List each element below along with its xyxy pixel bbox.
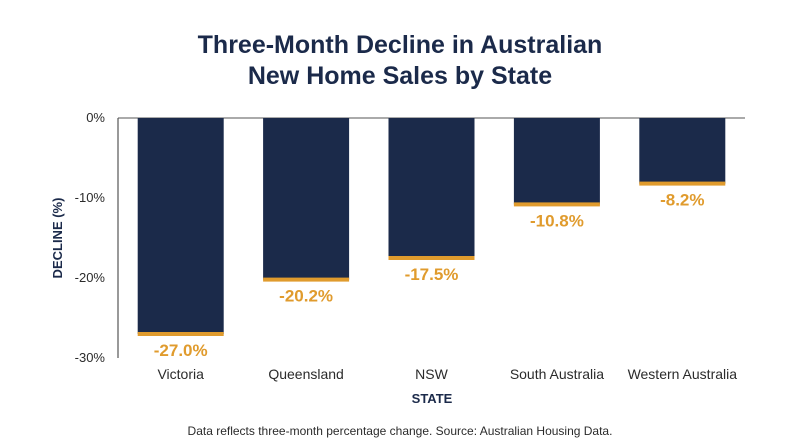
x-axis-label: STATE <box>412 391 453 406</box>
bar <box>263 118 350 280</box>
data-label: -8.2% <box>660 191 704 210</box>
chart-title-line-2: New Home Sales by State <box>247 62 553 90</box>
data-label: -27.0% <box>154 341 208 360</box>
y-axis-label: DECLINE (%) <box>50 198 65 279</box>
x-tick-label: Queensland <box>268 366 344 382</box>
x-axis: Victoria Queensland NSW South Australia West… <box>157 366 737 382</box>
x-tick-label: Western Australia <box>628 366 738 382</box>
y-tick-label: 0% <box>86 110 105 125</box>
y-tick-label: -20% <box>75 270 106 285</box>
bar-end-marker <box>263 277 350 282</box>
chart-title-line-1: Three-Month Decline in Australian <box>197 31 603 59</box>
bar <box>137 118 224 334</box>
data-label: -10.8% <box>530 211 584 230</box>
x-tick-label: NSW <box>415 366 448 382</box>
y-tick-label: -10% <box>75 190 106 205</box>
footnote: Data reflects three-month percentage cha… <box>187 424 613 438</box>
bar-end-marker <box>513 202 600 207</box>
chart-title: Three-Month Decline in Australian New Ho… <box>0 30 800 92</box>
data-label: -20.2% <box>279 287 333 306</box>
bar <box>388 118 475 258</box>
bar-end-marker <box>388 256 475 260</box>
bar-end-marker <box>137 332 224 336</box>
bar <box>513 118 600 205</box>
bar-end-marker <box>639 181 726 186</box>
data-label: -17.5% <box>405 265 459 284</box>
x-tick-label: Victoria <box>157 366 204 382</box>
x-tick-label: South Australia <box>510 366 604 382</box>
bars-group: -27.0% -20.2% -17.5% -10.8% -8.2% <box>137 118 726 360</box>
y-tick-label: -30% <box>75 350 106 365</box>
bar <box>639 118 726 184</box>
